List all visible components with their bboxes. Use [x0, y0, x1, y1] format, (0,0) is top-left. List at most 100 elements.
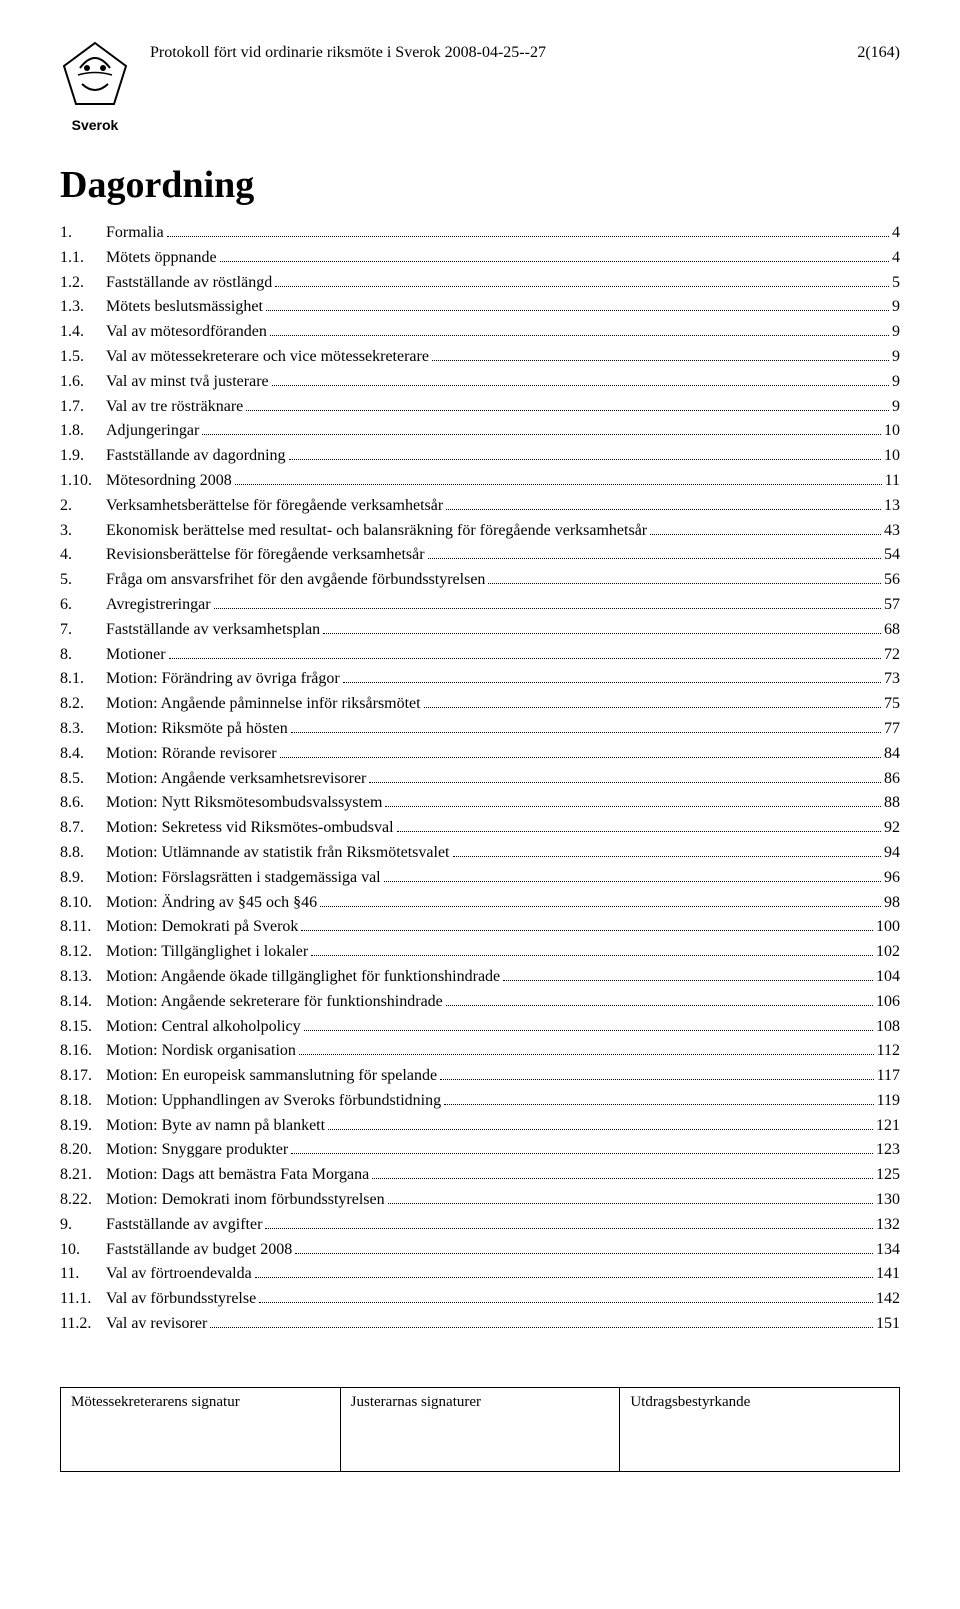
sverok-logo: Sverok	[60, 40, 130, 133]
toc-title: Val av mötesordföranden	[106, 320, 267, 345]
toc-leader-dots	[343, 682, 881, 683]
toc-title: Val av förtroendevalda	[106, 1262, 252, 1287]
toc-page-number: 9	[892, 295, 900, 320]
toc-number: 1.6.	[60, 370, 106, 395]
toc-row: 1.9.Fastställande av dagordning10	[60, 444, 900, 469]
toc-title: Val av mötessekreterare och vice mötesse…	[106, 345, 429, 370]
toc-number: 11.	[60, 1262, 106, 1287]
toc-page-number: 11	[885, 469, 900, 494]
toc-title: Motion: Upphandlingen av Sveroks förbund…	[106, 1089, 441, 1114]
toc-title: Val av minst två justerare	[106, 370, 269, 395]
toc-leader-dots	[369, 782, 881, 783]
toc-title: Motion: Rörande revisorer	[106, 742, 277, 767]
toc-title: Motion: Demokrati inom förbundsstyrelsen	[106, 1188, 385, 1213]
toc-page-number: 104	[876, 965, 900, 990]
toc-row: 8.5.Motion: Angående verksamhetsrevisore…	[60, 767, 900, 792]
toc-row: 1.Formalia4	[60, 221, 900, 246]
toc-page-number: 134	[876, 1238, 900, 1263]
toc-row: 1.6.Val av minst två justerare9	[60, 370, 900, 395]
toc-number: 8.3.	[60, 717, 106, 742]
toc-number: 8.8.	[60, 841, 106, 866]
table-of-contents: 1.Formalia41.1.Mötets öppnande41.2.Fasts…	[60, 221, 900, 1337]
toc-number: 8.1.	[60, 667, 106, 692]
toc-row: 8.13.Motion: Angående ökade tillgängligh…	[60, 965, 900, 990]
toc-number: 7.	[60, 618, 106, 643]
toc-row: 2.Verksamhetsberättelse för föregående v…	[60, 494, 900, 519]
toc-page-number: 56	[884, 568, 900, 593]
toc-row: 1.3.Mötets beslutsmässighet9	[60, 295, 900, 320]
toc-title: Motion: Snyggare produkter	[106, 1138, 288, 1163]
toc-leader-dots	[650, 534, 881, 535]
toc-number: 1.	[60, 221, 106, 246]
toc-page-number: 112	[877, 1039, 900, 1064]
toc-leader-dots	[323, 633, 881, 634]
toc-leader-dots	[291, 1153, 873, 1154]
toc-number: 8.10.	[60, 891, 106, 916]
sverok-logo-icon	[60, 40, 130, 110]
toc-row: 5.Fråga om ansvarsfrihet för den avgåend…	[60, 568, 900, 593]
toc-title: Motion: Sekretess vid Riksmötes-ombudsva…	[106, 816, 394, 841]
toc-row: 8.11.Motion: Demokrati på Sverok100	[60, 915, 900, 940]
toc-page-number: 132	[876, 1213, 900, 1238]
toc-row: 8.6.Motion: Nytt Riksmötesombudsvalssyst…	[60, 791, 900, 816]
toc-number: 8.6.	[60, 791, 106, 816]
document-header: Sverok Protokoll fört vid ordinarie riks…	[60, 40, 900, 133]
toc-leader-dots	[210, 1327, 873, 1328]
toc-page-number: 54	[884, 543, 900, 568]
toc-leader-dots	[266, 310, 889, 311]
toc-title: Motioner	[106, 643, 166, 668]
toc-row: 11.2.Val av revisorer151	[60, 1312, 900, 1337]
toc-page-number: 92	[884, 816, 900, 841]
toc-page-number: 75	[884, 692, 900, 717]
toc-number: 8.15.	[60, 1015, 106, 1040]
toc-leader-dots	[220, 261, 889, 262]
page-title: Dagordning	[60, 163, 900, 207]
toc-leader-dots	[503, 980, 873, 981]
toc-leader-dots	[265, 1228, 873, 1229]
toc-page-number: 10	[884, 444, 900, 469]
toc-leader-dots	[280, 757, 881, 758]
toc-row: 8.16.Motion: Nordisk organisation112	[60, 1039, 900, 1064]
toc-title: Motion: Nordisk organisation	[106, 1039, 296, 1064]
toc-leader-dots	[444, 1104, 874, 1105]
toc-title: Verksamhetsberättelse för föregående ver…	[106, 494, 443, 519]
toc-row: 1.10.Mötesordning 200811	[60, 469, 900, 494]
toc-row: 6.Avregistreringar57	[60, 593, 900, 618]
toc-number: 5.	[60, 568, 106, 593]
toc-title: Motion: Angående påminnelse inför riksår…	[106, 692, 421, 717]
toc-leader-dots	[259, 1302, 873, 1303]
toc-title: Fastställande av röstlängd	[106, 271, 272, 296]
toc-row: 8.19.Motion: Byte av namn på blankett121	[60, 1114, 900, 1139]
toc-page-number: 96	[884, 866, 900, 891]
toc-leader-dots	[295, 1253, 873, 1254]
toc-title: Val av tre rösträknare	[106, 395, 243, 420]
toc-page-number: 88	[884, 791, 900, 816]
toc-row: 1.7.Val av tre rösträknare9	[60, 395, 900, 420]
toc-page-number: 123	[876, 1138, 900, 1163]
toc-title: Fastställande av dagordning	[106, 444, 286, 469]
toc-number: 8.13.	[60, 965, 106, 990]
toc-leader-dots	[299, 1054, 874, 1055]
toc-leader-dots	[385, 806, 881, 807]
toc-row: 8.8.Motion: Utlämnande av statistik från…	[60, 841, 900, 866]
toc-page-number: 151	[876, 1312, 900, 1337]
toc-leader-dots	[301, 930, 873, 931]
toc-number: 8.	[60, 643, 106, 668]
toc-number: 6.	[60, 593, 106, 618]
toc-row: 8.4.Motion: Rörande revisorer84	[60, 742, 900, 767]
toc-title: Mötesordning 2008	[106, 469, 232, 494]
toc-row: 8.3.Motion: Riksmöte på hösten77	[60, 717, 900, 742]
toc-leader-dots	[440, 1079, 874, 1080]
toc-leader-dots	[446, 509, 881, 510]
toc-page-number: 72	[884, 643, 900, 668]
toc-row: 7.Fastställande av verksamhetsplan68	[60, 618, 900, 643]
toc-leader-dots	[453, 856, 882, 857]
logo-text: Sverok	[60, 117, 130, 133]
toc-title: Mötets öppnande	[106, 246, 217, 271]
toc-title: Motion: Angående verksamhetsrevisorer	[106, 767, 366, 792]
toc-number: 8.12.	[60, 940, 106, 965]
toc-number: 8.2.	[60, 692, 106, 717]
toc-leader-dots	[388, 1203, 873, 1204]
toc-page-number: 119	[877, 1089, 900, 1114]
toc-row: 8.17.Motion: En europeisk sammanslutning…	[60, 1064, 900, 1089]
